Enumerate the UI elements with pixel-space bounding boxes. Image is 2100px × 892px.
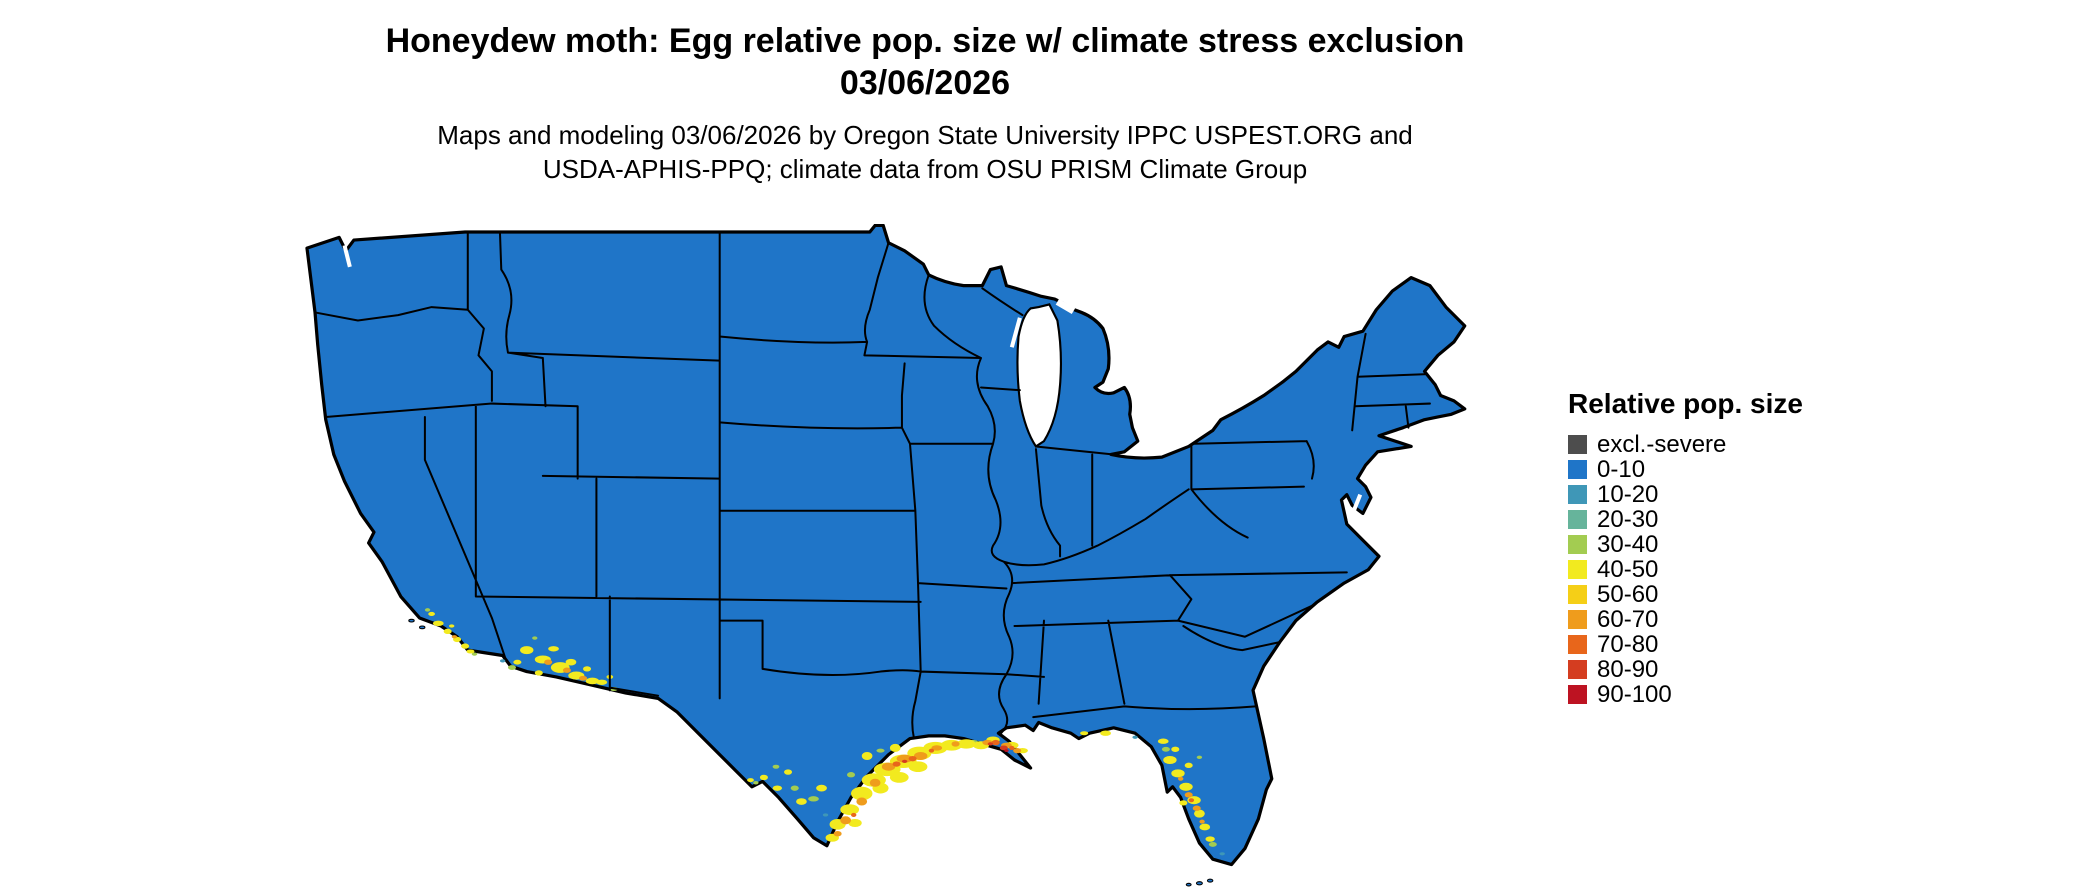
legend-item: 0-10 — [1568, 457, 1898, 482]
legend-item-label: 10-20 — [1597, 480, 1659, 508]
legend-swatch — [1568, 685, 1587, 704]
legend-swatch — [1568, 435, 1587, 454]
legend-swatch — [1568, 460, 1587, 479]
us-map-figure — [303, 224, 1525, 892]
chesapeake-bay — [1347, 493, 1363, 523]
legend-swatch — [1568, 535, 1587, 554]
straits-of-mackinac — [1055, 298, 1076, 314]
legend: Relative pop. size excl.-severe 0-10 10-… — [1568, 388, 1898, 707]
title-block: Honeydew moth: Egg relative pop. size w/… — [0, 20, 1850, 104]
legend-item-label: 30-40 — [1597, 530, 1659, 558]
legend-item: 90-100 — [1568, 682, 1898, 707]
hotspot-class-10-20 — [499, 659, 1225, 856]
subtitle-block: Maps and modeling 03/06/2026 by Oregon S… — [0, 118, 1850, 186]
hotspot-class-60-70 — [451, 635, 1205, 837]
legend-item-label: 50-60 — [1597, 580, 1659, 608]
florida-key — [1185, 882, 1192, 887]
legend-title: Relative pop. size — [1568, 388, 1803, 419]
channel-island — [408, 618, 415, 623]
legend-item-label: 90-100 — [1597, 680, 1672, 708]
state-borders — [314, 231, 1431, 740]
legend-item: 10-20 — [1568, 482, 1898, 507]
hotspot-class-70-80 — [851, 739, 1195, 817]
legend-item-label: 20-30 — [1597, 505, 1659, 533]
channel-island — [419, 625, 426, 630]
legend-swatch — [1568, 585, 1587, 604]
legend-item: 40-50 — [1568, 557, 1898, 582]
florida-key — [1195, 881, 1203, 886]
legend-swatch — [1568, 635, 1587, 654]
legend-item-label: 60-70 — [1597, 605, 1659, 633]
green-bay — [1009, 317, 1022, 348]
legend-swatch — [1568, 510, 1587, 529]
legend-item: 60-70 — [1568, 607, 1898, 632]
legend-swatch — [1568, 660, 1587, 679]
legend-item: 20-30 — [1568, 507, 1898, 532]
water-gaps — [342, 244, 1363, 523]
legend-item: 80-90 — [1568, 657, 1898, 682]
legend-item-label: 40-50 — [1597, 555, 1659, 583]
legend-swatch — [1568, 485, 1587, 504]
legend-item: 50-60 — [1568, 582, 1898, 607]
legend-item: 30-40 — [1568, 532, 1898, 557]
legend-swatch — [1568, 560, 1587, 579]
puget-sound — [342, 244, 352, 268]
hotspot-class-80-90 — [901, 742, 1008, 763]
islands — [408, 618, 1214, 887]
legend-item-label: 0-10 — [1597, 455, 1646, 483]
us-map-svg — [305, 224, 1467, 887]
subtitle-line-2: USDA-APHIS-PPQ; climate data from OSU PR… — [542, 154, 1308, 184]
legend-item-label: 80-90 — [1597, 655, 1659, 683]
legend-item: excl.-severe — [1568, 432, 1898, 457]
legend-item-label: 70-80 — [1597, 630, 1659, 658]
legend-swatch — [1568, 610, 1587, 629]
hotspot-class-90-100 — [1004, 749, 1009, 752]
subtitle-line-1: Maps and modeling 03/06/2026 by Oregon S… — [437, 120, 1413, 150]
florida-key — [1206, 878, 1214, 883]
map-title: Honeydew moth: Egg relative pop. size w/… — [385, 22, 1465, 60]
legend-item: 70-80 — [1568, 632, 1898, 657]
legend-item-label: excl.-severe — [1597, 430, 1727, 458]
map-date: 03/06/2026 — [839, 64, 1011, 102]
lake-michigan — [1016, 303, 1063, 448]
